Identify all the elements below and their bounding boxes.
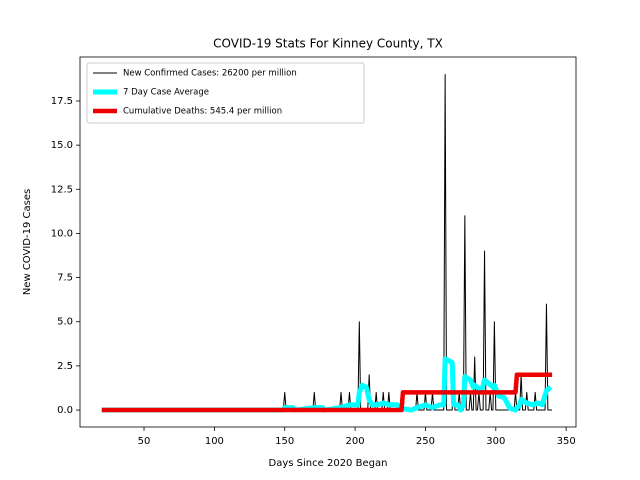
y-tick-label: 0.0	[57, 405, 73, 416]
legend-label: 7 Day Case Average	[123, 88, 209, 98]
legend-box	[86, 62, 365, 124]
x-tick-label: 350	[557, 436, 576, 447]
x-axis-label: Days Since 2020 Began	[269, 458, 388, 469]
y-tick-label: 15.0	[51, 140, 73, 151]
y-tick-label: 5.0	[57, 317, 73, 328]
plot-area: 50 100 150 200 250 300 350 0.0 2.5 5.0 7.5 10.0 12.5…	[51, 56, 577, 447]
chart-title: COVID-19 Stats For Kinney County, TX	[213, 37, 443, 51]
x-tick-label: 100	[205, 436, 224, 447]
y-tick-label: 10.0	[51, 228, 73, 239]
y-tick-label: 12.5	[51, 184, 73, 195]
series-line	[101, 356, 553, 413]
legend-label: New Confirmed Cases: 26200 per million	[123, 69, 297, 79]
x-tick-label: 50	[138, 436, 151, 447]
x-tick-label: 300	[486, 436, 505, 447]
y-tick-label: 7.5	[57, 273, 73, 284]
series-line	[101, 372, 553, 413]
x-tick-label: 150	[275, 436, 294, 447]
x-tick-label: 200	[346, 436, 365, 447]
y-axis-label: New COVID-19 Cases	[22, 189, 33, 295]
legend-label: Cumulative Deaths: 545.4 per million	[123, 107, 282, 117]
y-tick-label: 17.5	[51, 96, 73, 107]
y-tick-label: 2.5	[57, 361, 73, 372]
x-tick-label: 250	[416, 436, 435, 447]
axes-frame	[79, 56, 577, 428]
